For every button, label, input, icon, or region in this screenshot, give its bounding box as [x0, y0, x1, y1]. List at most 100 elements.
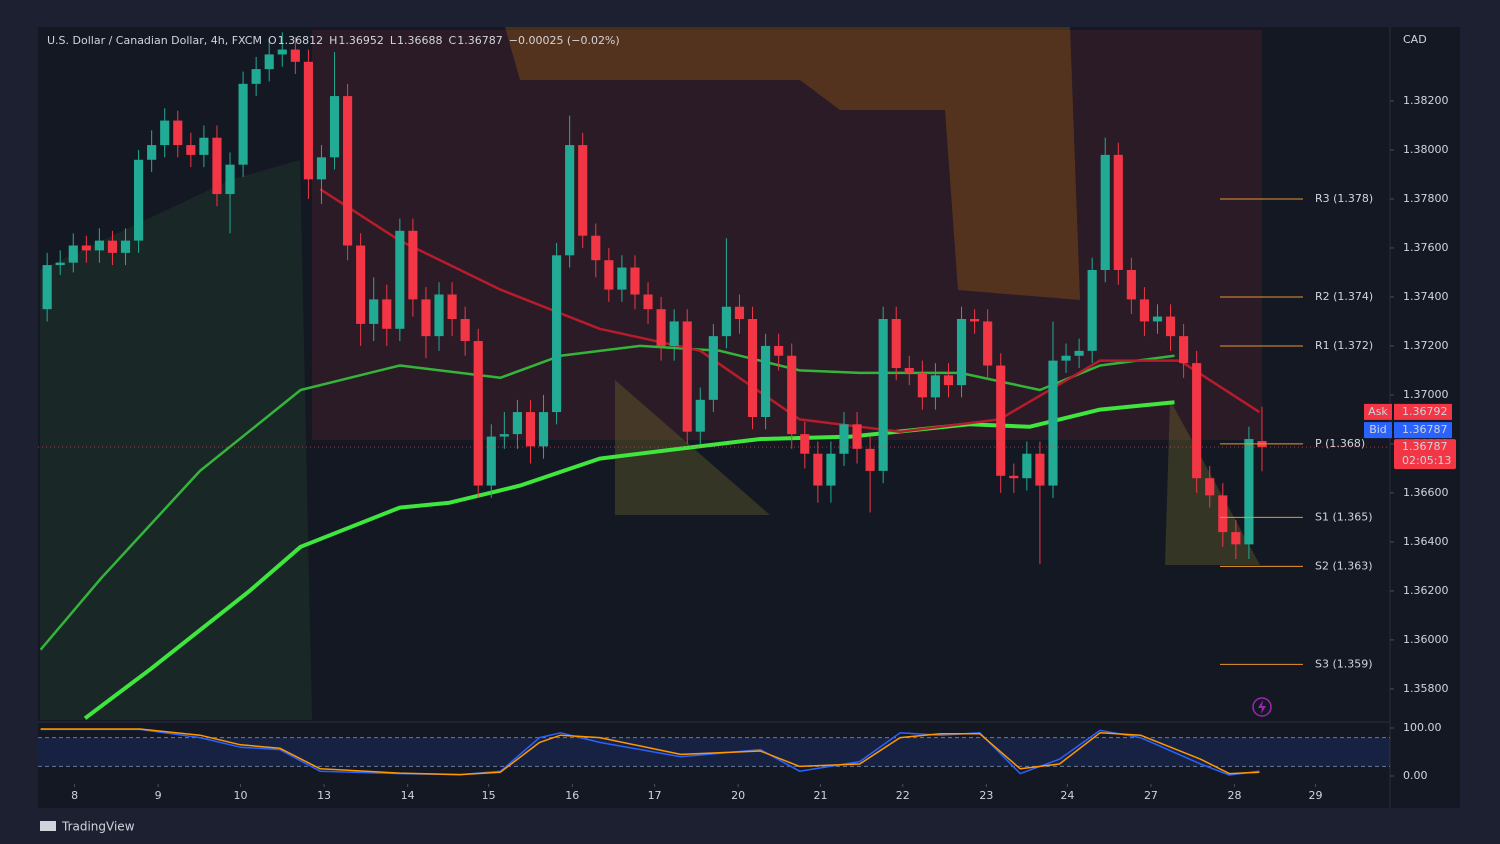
pivot-label: S1 (1.365) [1315, 510, 1373, 523]
candle-body [120, 240, 131, 253]
candle-body [316, 157, 327, 180]
brand-logo [40, 821, 56, 831]
candle-body [421, 299, 431, 337]
candle-body [695, 399, 705, 432]
candle-body [473, 341, 483, 486]
candle-body [290, 49, 300, 62]
candle-body [1152, 316, 1163, 322]
candle-body [1022, 453, 1032, 479]
candle-body [956, 318, 967, 386]
candle-body [238, 83, 248, 165]
x-tick-label: 27 [1144, 789, 1158, 802]
candle-body [1035, 453, 1045, 486]
price-tag-box [1394, 422, 1452, 439]
candle-body [329, 96, 340, 158]
x-tick-label: 20 [731, 789, 745, 802]
candle-body [447, 294, 457, 319]
x-tick-label: 9 [155, 789, 162, 802]
candle-body [1179, 336, 1189, 364]
candle-body [1100, 154, 1110, 271]
moving-average [319, 188, 1261, 433]
y-tick-label: 100.00 [1403, 721, 1442, 734]
price-tag-box [1394, 403, 1452, 420]
candle-body [787, 355, 797, 435]
x-tick-label: 16 [565, 789, 579, 802]
price-tag-label-box [1364, 422, 1392, 439]
pivot-label: R3 (1.378) [1315, 192, 1373, 205]
candle-body [1126, 270, 1136, 300]
candle-body [356, 245, 366, 324]
header-text: L [390, 34, 397, 47]
candle-body [343, 96, 353, 246]
candle-body [747, 318, 758, 417]
candle-body [382, 299, 392, 329]
cloud-orange [505, 27, 1080, 300]
candle-body [160, 120, 170, 146]
candle-body [604, 260, 614, 290]
moving-average [39, 344, 1175, 651]
oscillator-line [40, 728, 1260, 776]
header-text: 1.36952 [338, 34, 384, 47]
y-unit: CAD [1403, 33, 1427, 46]
candle-body [708, 336, 718, 400]
x-tick-label: 22 [896, 789, 910, 802]
pivot-label: P (1.368) [1315, 437, 1365, 450]
pivot-label: R1 (1.372) [1315, 339, 1373, 352]
y-tick-label: 1.37800 [1403, 192, 1449, 205]
header-text: 1.36812 [278, 34, 324, 47]
header-text: O [268, 34, 277, 47]
candle-body [682, 321, 692, 432]
header-text: H [329, 34, 337, 47]
candle-body [460, 318, 470, 342]
candle-body [1074, 350, 1084, 356]
header-text: C [449, 34, 457, 47]
x-tick-label: 13 [317, 789, 331, 802]
x-tick-label: 10 [233, 789, 247, 802]
candle-body [1139, 299, 1149, 322]
candle-body [565, 145, 575, 256]
candle-body [512, 412, 522, 435]
y-tick-label: 1.36600 [1403, 486, 1449, 499]
candle-body [199, 137, 209, 155]
candle-body [1061, 355, 1071, 361]
last-price-box [1394, 439, 1456, 470]
candle-body [68, 245, 78, 263]
candle-body [917, 372, 927, 398]
candle-body [1048, 360, 1058, 486]
alert-icon[interactable] [1252, 697, 1272, 717]
candle-body [669, 321, 679, 346]
candle-body [1205, 478, 1215, 496]
candle-body [173, 120, 183, 146]
candle-body [408, 230, 418, 300]
price-tag-value: 1.36787 [1402, 423, 1448, 436]
y-tick-label: 0.00 [1403, 769, 1428, 782]
candle-body [878, 318, 888, 471]
candle-body [721, 306, 731, 337]
header-text: −0.00025 (−0.02%) [509, 34, 620, 47]
band-fill [38, 737, 1390, 767]
candle-body [983, 321, 993, 366]
y-tick-label: 1.36000 [1403, 633, 1449, 646]
cloud-green [40, 160, 312, 720]
candle-body [891, 318, 901, 368]
candle-body [264, 54, 274, 70]
candle-body [303, 61, 313, 180]
x-tick-label: 17 [648, 789, 662, 802]
x-tick-label: 29 [1309, 789, 1323, 802]
candle-body [225, 164, 235, 195]
candle-body [852, 424, 862, 449]
countdown: 02:05:13 [1402, 454, 1451, 467]
candle-body [630, 267, 640, 295]
y-tick-label: 1.36400 [1403, 535, 1449, 548]
candle-body [525, 412, 536, 447]
candle-body [617, 267, 627, 290]
candle-body [147, 145, 157, 160]
candle-body [1087, 270, 1097, 351]
candle-body [1218, 495, 1228, 533]
candle-body [212, 137, 222, 195]
price-tag-label: Ask [1368, 405, 1388, 418]
price-tag-label: Bid [1369, 423, 1387, 436]
candle-body [277, 49, 287, 55]
header-text: 1.36787 [457, 34, 503, 47]
